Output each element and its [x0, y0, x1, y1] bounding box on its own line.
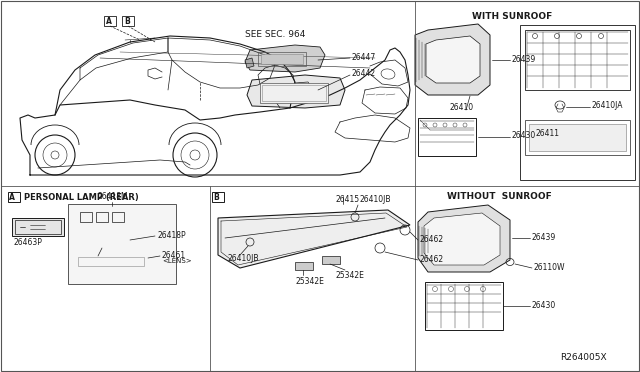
Bar: [212, 192, 224, 202]
Text: 26463P: 26463P: [14, 238, 43, 247]
Bar: [255, 82, 265, 85]
Bar: [78, 257, 144, 266]
Bar: [520, 25, 635, 180]
Bar: [76, 210, 146, 226]
Text: 26442: 26442: [352, 70, 376, 78]
Text: 26418M: 26418M: [98, 192, 129, 201]
Text: 26461: 26461: [162, 250, 186, 260]
Bar: [104, 16, 116, 26]
Text: 26411: 26411: [535, 128, 559, 138]
Text: A: A: [9, 193, 15, 202]
Text: 26439: 26439: [532, 232, 556, 241]
Text: 26410JB: 26410JB: [228, 254, 259, 263]
Polygon shape: [418, 205, 510, 272]
Bar: [8, 192, 20, 202]
Bar: [525, 120, 630, 155]
Bar: [262, 85, 326, 101]
Bar: [525, 30, 630, 90]
Bar: [88, 213, 98, 221]
Text: 26110W: 26110W: [534, 263, 566, 272]
Text: 26415: 26415: [335, 195, 359, 204]
Text: 26410JB: 26410JB: [360, 195, 392, 204]
Text: 26418P: 26418P: [157, 231, 186, 240]
Text: 25342E: 25342E: [295, 277, 324, 286]
Bar: [261, 54, 303, 64]
Text: 26410JA: 26410JA: [592, 102, 623, 110]
Polygon shape: [218, 210, 410, 268]
Bar: [258, 52, 306, 66]
Bar: [310, 86, 320, 89]
Polygon shape: [424, 213, 500, 265]
Text: 26430: 26430: [512, 131, 536, 141]
Bar: [322, 256, 340, 264]
Bar: [425, 282, 503, 330]
Bar: [112, 212, 124, 222]
Text: 25342E: 25342E: [335, 271, 364, 280]
Polygon shape: [76, 250, 148, 268]
Polygon shape: [247, 75, 345, 108]
Polygon shape: [245, 45, 325, 72]
Text: WITHOUT  SUNROOF: WITHOUT SUNROOF: [447, 192, 552, 201]
Bar: [68, 204, 176, 284]
Bar: [15, 220, 61, 234]
Polygon shape: [426, 36, 480, 83]
Text: R264005X: R264005X: [560, 353, 607, 362]
Text: WITH SUNROOF: WITH SUNROOF: [472, 12, 552, 21]
Text: 26410: 26410: [450, 103, 474, 112]
Text: SEE SEC. 964: SEE SEC. 964: [245, 30, 305, 39]
Text: B: B: [124, 17, 130, 26]
Bar: [260, 83, 328, 103]
Bar: [122, 16, 134, 26]
Polygon shape: [245, 58, 254, 68]
Text: PERSONAL LAMP (REAR): PERSONAL LAMP (REAR): [24, 193, 139, 202]
Bar: [80, 212, 92, 222]
Text: 26462: 26462: [420, 254, 444, 263]
Text: B: B: [213, 193, 219, 202]
Text: 26462: 26462: [420, 234, 444, 244]
Text: <LENS>: <LENS>: [162, 258, 191, 264]
Text: A: A: [106, 17, 112, 26]
Bar: [96, 212, 108, 222]
Text: 26447: 26447: [352, 52, 376, 61]
Bar: [418, 118, 476, 156]
Text: 26430: 26430: [532, 301, 556, 310]
Bar: [12, 218, 64, 236]
Text: 26439: 26439: [512, 55, 536, 64]
Polygon shape: [415, 24, 490, 95]
Bar: [529, 124, 626, 151]
Bar: [295, 262, 313, 270]
